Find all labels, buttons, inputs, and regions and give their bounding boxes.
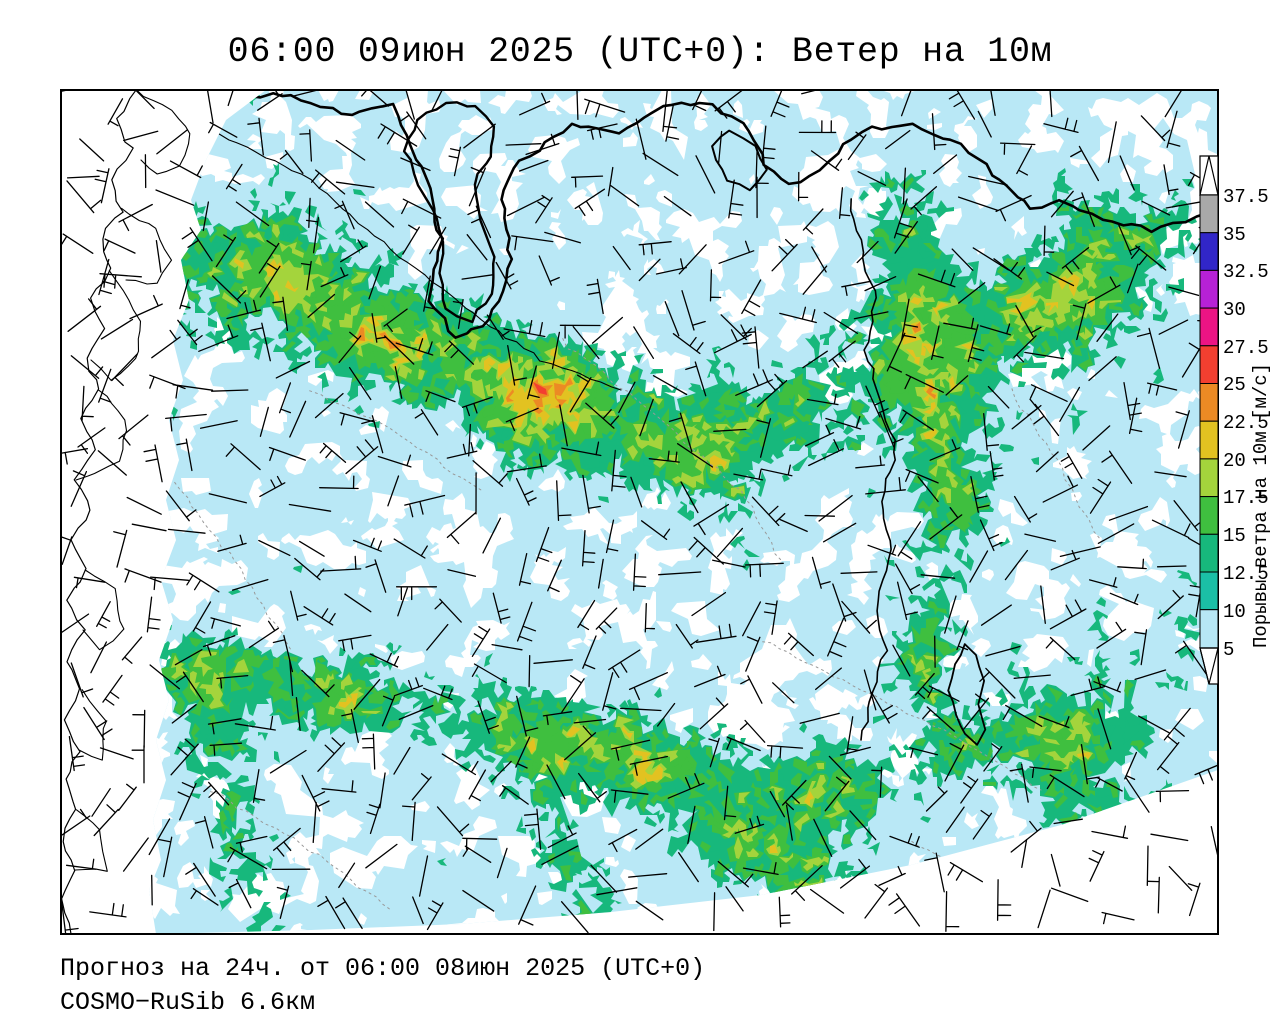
svg-text:27.5: 27.5 (1223, 337, 1269, 359)
svg-text:35: 35 (1223, 224, 1246, 246)
svg-text:5: 5 (1223, 639, 1234, 661)
svg-text:30: 30 (1223, 299, 1246, 321)
svg-text:37.5: 37.5 (1223, 186, 1269, 208)
svg-text:20: 20 (1223, 450, 1246, 472)
svg-text:15: 15 (1223, 525, 1246, 547)
svg-text:25: 25 (1223, 374, 1246, 396)
svg-text:10: 10 (1223, 601, 1246, 623)
svg-text:32.5: 32.5 (1223, 261, 1269, 283)
svg-text:Порывы ветра на 10м [м/с]: Порывы ветра на 10м [м/с] (1250, 363, 1272, 648)
